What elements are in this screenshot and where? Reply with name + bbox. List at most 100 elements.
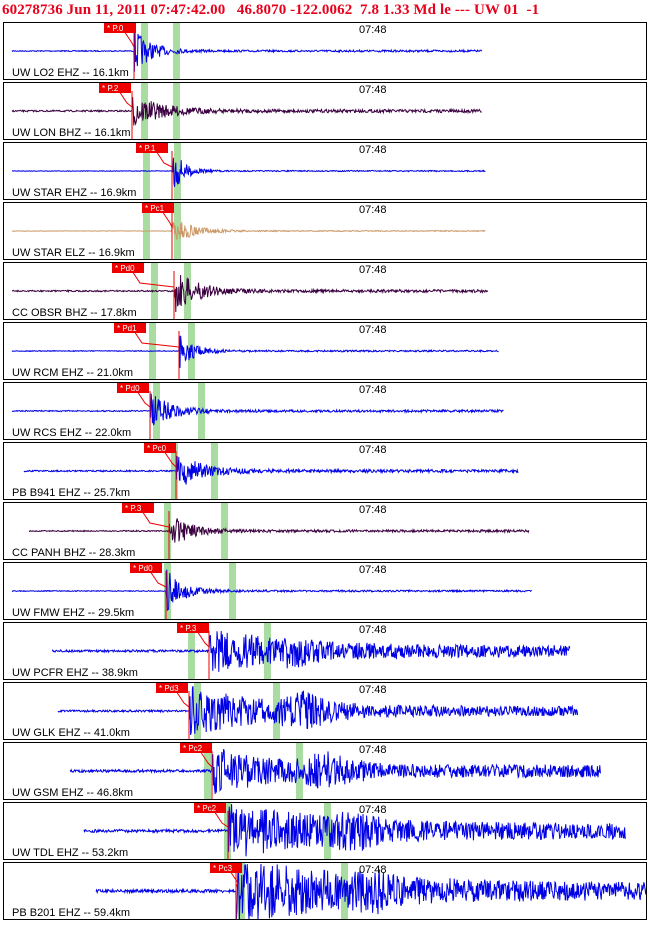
seismogram-panel[interactable]: * Pd3 07:48 UW GLK EHZ -- 41.0km bbox=[3, 682, 647, 740]
seismogram-panel[interactable]: * Pd0 07:48 UW FMW EHZ -- 29.5km bbox=[3, 562, 647, 620]
waveform-trace: * P.2 bbox=[11, 83, 482, 139]
waveform-line bbox=[95, 863, 646, 919]
minute-mark-label: 07:48 bbox=[359, 444, 387, 456]
waveform-trace: * Pc3 bbox=[95, 863, 646, 919]
pick-leader-line bbox=[136, 390, 151, 408]
pick-leader-line bbox=[163, 450, 177, 468]
phase-pick-flag[interactable]: * Pd1 bbox=[114, 323, 146, 333]
waveform-line bbox=[57, 685, 579, 736]
phase-pick-flag[interactable]: * Pc3 bbox=[210, 863, 242, 873]
phase-pick-label: * Pd3 bbox=[159, 684, 179, 693]
phase-pick-flag[interactable]: * P.1 bbox=[136, 143, 168, 153]
phase-pick-flag[interactable]: * Pd0 bbox=[117, 383, 149, 393]
station-label: CC OBSR BHZ -- 17.8km bbox=[12, 307, 137, 319]
waveform-trace: * Pd0 bbox=[11, 383, 504, 439]
waveform-trace: * Pd0 bbox=[11, 263, 489, 319]
seismogram-panel[interactable]: * Pc0 07:48 PB B941 EHZ -- 25.7km bbox=[3, 442, 647, 500]
waveform-trace: * P.3 bbox=[51, 623, 571, 679]
seismogram-panel[interactable]: * P.3 07:48 CC PANH BHZ -- 28.3km bbox=[3, 502, 647, 560]
minute-mark-label: 07:48 bbox=[359, 204, 387, 216]
seismogram-panel[interactable]: * Pd0 07:48 UW RCS EHZ -- 22.0km bbox=[3, 382, 647, 440]
phase-pick-flag[interactable]: * Pc2 bbox=[194, 803, 226, 813]
arrival-window-band bbox=[204, 743, 211, 799]
phase-pick-label: * P.3 bbox=[125, 504, 142, 513]
phase-pick-label: * P.1 bbox=[139, 144, 156, 153]
phase-pick-flag[interactable]: * Pd0 bbox=[112, 263, 144, 273]
arrival-window-band bbox=[229, 563, 236, 619]
pick-leader-line bbox=[118, 90, 133, 108]
minute-mark-label: 07:48 bbox=[359, 84, 387, 96]
pick-leader-line bbox=[199, 750, 213, 768]
waveform-trace: * Pd3 bbox=[57, 683, 579, 739]
station-label: UW STAR ELZ -- 16.9km bbox=[12, 247, 135, 259]
station-label: UW GLK EHZ -- 41.0km bbox=[12, 727, 130, 739]
station-label: UW PCFR EHZ -- 38.9km bbox=[12, 667, 138, 679]
phase-pick-label: * P.2 bbox=[102, 84, 119, 93]
phase-pick-flag[interactable]: * Pc1 bbox=[142, 203, 174, 213]
minute-mark-label: 07:48 bbox=[359, 804, 387, 816]
seismogram-panel[interactable]: * Pd0 07:48 CC OBSR BHZ -- 17.8km bbox=[3, 262, 647, 320]
minute-mark-label: 07:48 bbox=[359, 144, 387, 156]
waveform-line bbox=[11, 335, 499, 368]
arrival-window-band bbox=[296, 743, 303, 799]
waveform-line bbox=[11, 393, 504, 426]
phase-pick-label: * Pc3 bbox=[213, 864, 233, 873]
phase-pick-flag[interactable]: * Pc0 bbox=[144, 443, 176, 453]
waveform-trace: * Pc1 bbox=[11, 203, 486, 259]
seismogram-panel[interactable]: * Pd1 07:48 UW RCM EHZ -- 21.0km bbox=[3, 322, 647, 380]
minute-mark-label: 07:48 bbox=[359, 624, 387, 636]
event-info-text: 60278736 Jun 11, 2011 07:47:42.00 46.807… bbox=[2, 2, 540, 18]
seismogram-panel[interactable]: * P.0 07:48 UW LO2 EHZ -- 16.1km bbox=[3, 22, 647, 80]
pick-leader-line bbox=[141, 510, 170, 528]
seismogram-stack: * P.0 07:48 UW LO2 EHZ -- 16.1km * P.2 0… bbox=[0, 22, 650, 926]
phase-pick-flag[interactable]: * Pd3 bbox=[156, 683, 188, 693]
waveform-line bbox=[11, 274, 489, 313]
waveform-line bbox=[11, 569, 532, 612]
phase-pick-label: * Pd1 bbox=[117, 324, 137, 333]
phase-pick-label: * Pc2 bbox=[197, 804, 217, 813]
pick-leader-line bbox=[213, 810, 229, 828]
station-label: UW GSM EHZ -- 46.8km bbox=[12, 787, 134, 799]
pick-leader-line bbox=[133, 330, 180, 348]
phase-pick-flag[interactable]: * P.0 bbox=[104, 23, 136, 33]
waveform-line bbox=[12, 157, 486, 187]
seismogram-panel[interactable]: * P.2 07:48 UW LON BHZ -- 16.1km bbox=[3, 82, 647, 140]
phase-pick-label: * Pd0 bbox=[133, 564, 153, 573]
seismogram-panel[interactable]: * Pc3 07:48 PB B201 EHZ -- 59.4km bbox=[3, 862, 647, 920]
minute-mark-label: 07:48 bbox=[359, 744, 387, 756]
station-label: PB B941 EHZ -- 25.7km bbox=[12, 487, 130, 499]
pick-leader-line bbox=[196, 630, 210, 648]
minute-mark-label: 07:48 bbox=[359, 684, 387, 696]
station-label: UW RCS EHZ -- 22.0km bbox=[12, 427, 132, 439]
phase-pick-flag[interactable]: * Pc2 bbox=[180, 743, 212, 753]
minute-mark-label: 07:48 bbox=[359, 864, 387, 876]
waveform-line bbox=[51, 630, 571, 672]
seismogram-panel[interactable]: * P.1 07:48 UW STAR EHZ -- 16.9km bbox=[3, 142, 647, 200]
seismogram-panel[interactable]: * Pc1 07:48 UW STAR ELZ -- 16.9km bbox=[3, 202, 647, 260]
phase-pick-flag[interactable]: * P.2 bbox=[99, 83, 131, 93]
pick-leader-line bbox=[229, 870, 239, 888]
station-label: UW STAR EHZ -- 16.9km bbox=[12, 187, 137, 199]
phase-pick-flag[interactable]: * P.3 bbox=[177, 623, 209, 633]
seismogram-panel[interactable]: * Pc2 07:48 UW TDL EHZ -- 53.2km bbox=[3, 802, 647, 860]
pick-leader-line bbox=[123, 30, 135, 48]
phase-pick-flag[interactable]: * Pd0 bbox=[130, 563, 162, 573]
phase-pick-flag[interactable]: * P.3 bbox=[122, 503, 154, 513]
arrival-window-band bbox=[173, 23, 180, 79]
arrival-window-band bbox=[194, 683, 201, 739]
minute-mark-label: 07:48 bbox=[359, 564, 387, 576]
waveform-line bbox=[23, 456, 519, 485]
minute-mark-label: 07:48 bbox=[359, 264, 387, 276]
pick-leader-line bbox=[131, 270, 175, 288]
station-label: PB B201 EHZ -- 59.4km bbox=[12, 907, 130, 919]
arrival-window-band bbox=[141, 83, 148, 139]
waveform-line bbox=[83, 803, 626, 857]
seismogram-panel[interactable]: * Pc2 07:48 UW GSM EHZ -- 46.8km bbox=[3, 742, 647, 800]
waveform-line bbox=[11, 30, 483, 72]
arrival-window-band bbox=[264, 623, 271, 679]
minute-mark-label: 07:48 bbox=[359, 384, 387, 396]
phase-pick-label: * P.0 bbox=[107, 24, 124, 33]
seismogram-panel[interactable]: * P.3 07:48 UW PCFR EHZ -- 38.9km bbox=[3, 622, 647, 680]
station-label: UW TDL EHZ -- 53.2km bbox=[12, 847, 129, 859]
arrival-window-band bbox=[153, 383, 160, 439]
